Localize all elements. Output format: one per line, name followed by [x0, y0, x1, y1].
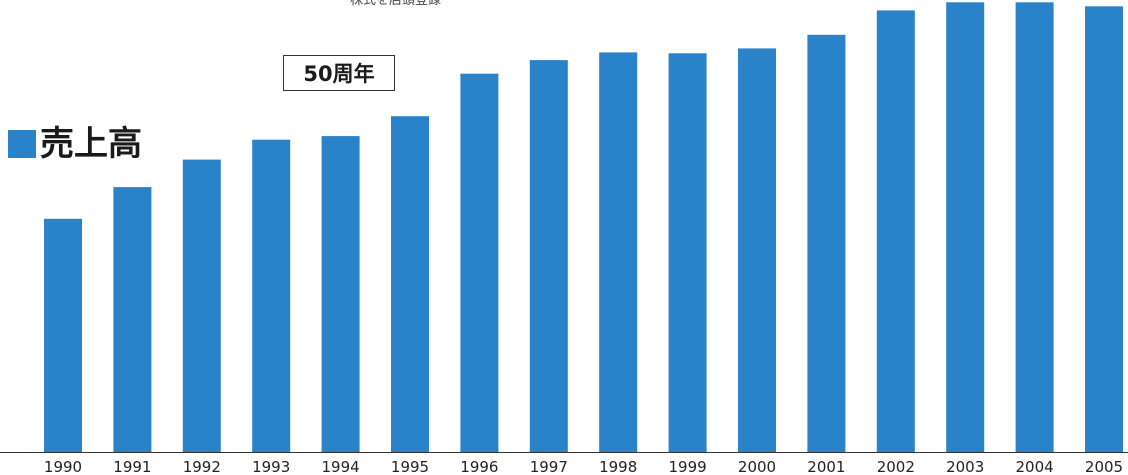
x-tick-label-1994: 1994 [322, 458, 360, 475]
x-tick-label-1997: 1997 [530, 458, 568, 475]
bar-1995 [391, 116, 429, 452]
x-tick-label-1998: 1998 [599, 458, 637, 475]
bar-1997 [529, 60, 568, 452]
bar-2001 [807, 34, 846, 453]
legend-swatch [8, 130, 36, 158]
x-tick-label-2003: 2003 [946, 458, 984, 475]
x-tick-label-1993: 1993 [252, 458, 290, 475]
bar-2004 [1015, 2, 1054, 453]
bar-2005 [1085, 6, 1123, 453]
bar-1992 [182, 159, 221, 452]
bar-1994 [321, 136, 360, 452]
x-tick-label-1999: 1999 [669, 458, 707, 475]
x-tick-label-2000: 2000 [738, 458, 776, 475]
milestone-50th-anniversary-box: 50周年 [283, 55, 395, 91]
x-tick-label-1990: 1990 [44, 458, 82, 475]
x-tick-label-1995: 1995 [391, 458, 429, 475]
bar-1993 [252, 139, 291, 452]
x-tick-label-1996: 1996 [460, 458, 498, 475]
bar-1999 [668, 53, 707, 453]
x-tick-label-2001: 2001 [807, 458, 845, 475]
x-tick-label-1992: 1992 [183, 458, 221, 475]
legend-label: 売上高 [40, 124, 142, 164]
bar-2000 [738, 48, 776, 453]
bar-1998 [599, 52, 638, 453]
x-tick-label-1991: 1991 [113, 458, 151, 475]
top-annotation-note: 株式を店頭登録 [350, 0, 442, 8]
x-tick-label-2002: 2002 [877, 458, 915, 475]
bar-2002 [876, 10, 915, 453]
bar-1996 [460, 73, 499, 452]
x-tick-label-2004: 2004 [1016, 458, 1054, 475]
bar-2003 [946, 2, 985, 453]
x-tick-label-2005: 2005 [1085, 458, 1123, 475]
bar-1991 [113, 187, 152, 452]
milestone-label: 50周年 [303, 62, 375, 86]
bar-1990 [44, 218, 82, 452]
legend: 売上高 [8, 122, 142, 166]
